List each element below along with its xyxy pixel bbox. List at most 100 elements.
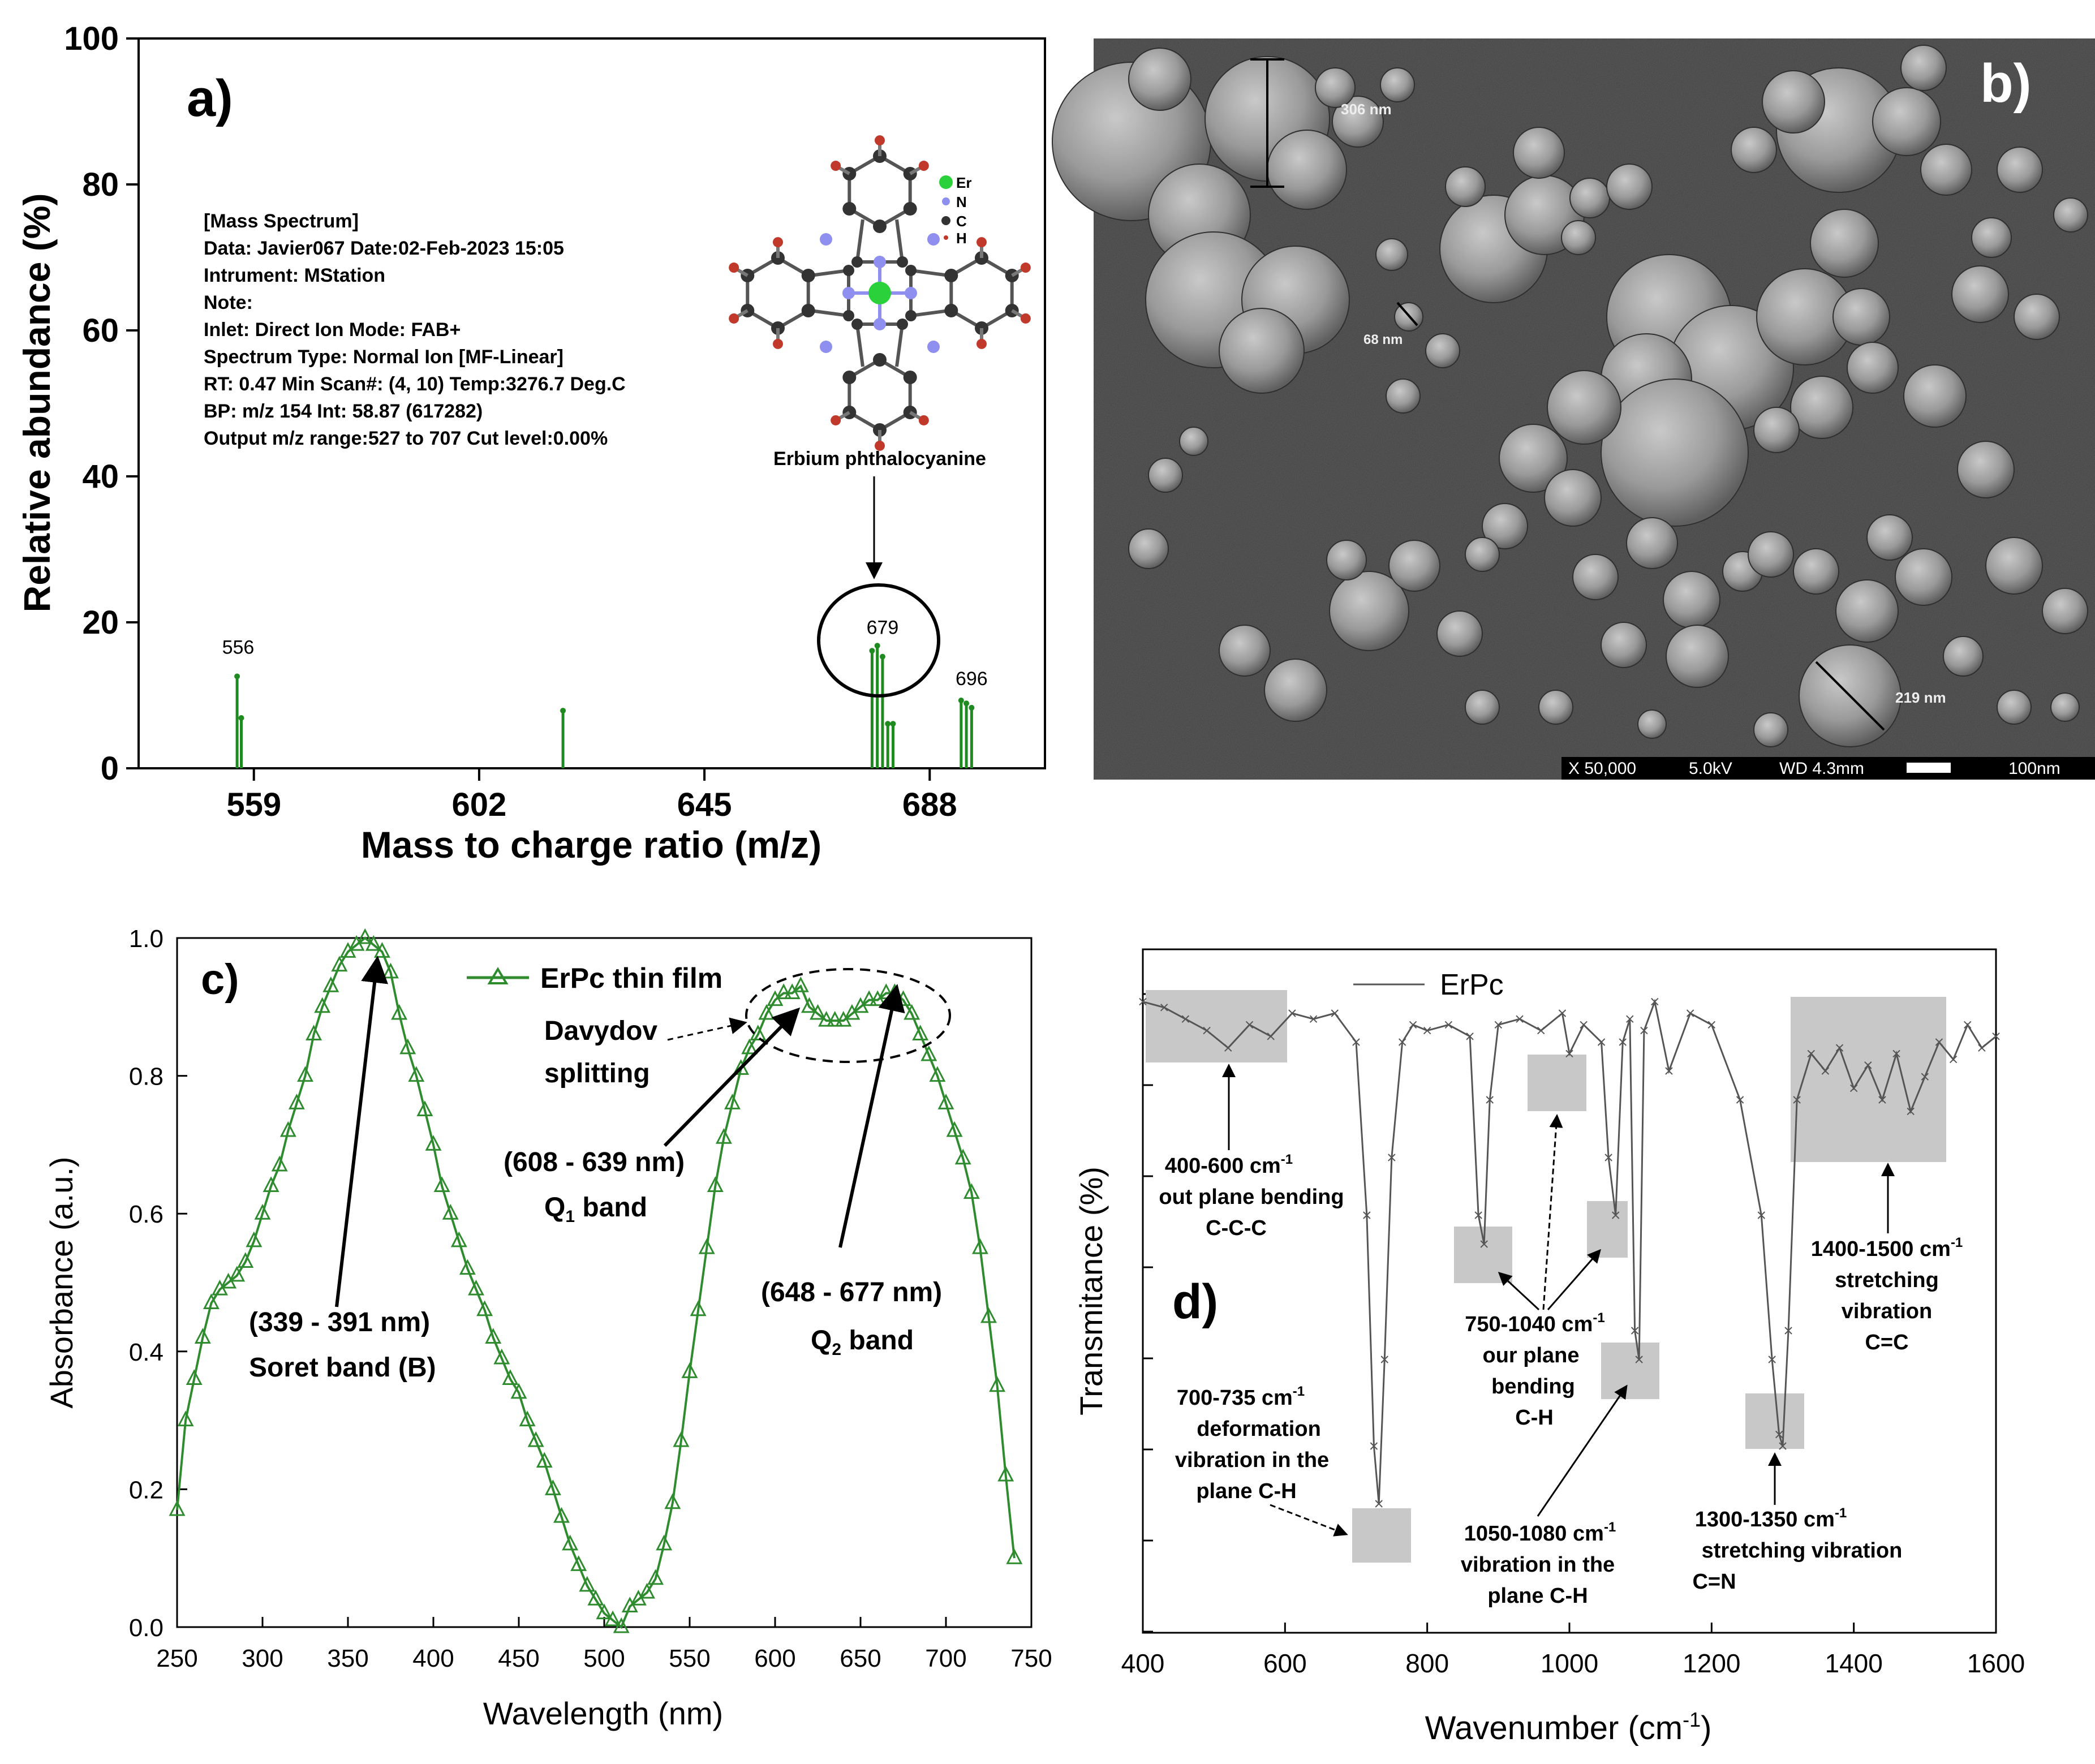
data-point — [527, 1431, 544, 1447]
annotation-davydov: Davydov — [544, 1016, 657, 1046]
data-point — [946, 1121, 963, 1137]
carbon-atom — [801, 269, 815, 282]
nanoparticle — [1626, 517, 1678, 569]
annotation-arrow — [1270, 1504, 1348, 1537]
hydrogen-atom — [976, 338, 987, 349]
band-highlights — [1146, 990, 1946, 1563]
annotation-750-1040: 750-1040 cm-1 our plane bending C-H — [1465, 1114, 1605, 1430]
nanoparticle — [1425, 333, 1460, 368]
data-point — [1565, 1049, 1573, 1058]
hydrogen-atom — [1020, 313, 1031, 324]
y-axis-title-c: Absorbance (a.u.) — [44, 1156, 79, 1408]
annotation-arrow — [1547, 1249, 1601, 1310]
data-point — [1466, 1032, 1474, 1040]
data-point — [1580, 1021, 1588, 1029]
data-point — [194, 1328, 211, 1344]
nanoparticle — [1895, 548, 1952, 606]
nanoparticle — [2042, 588, 2088, 634]
nanoparticle — [1920, 144, 1972, 196]
data-point — [1619, 1038, 1627, 1046]
nitrogen-atom — [874, 256, 886, 268]
data-point — [613, 1617, 630, 1633]
nanoparticles — [1052, 45, 2088, 747]
legend-label-er: Er — [956, 174, 971, 191]
annotation-line: plane C-H — [1196, 1479, 1296, 1503]
annotation-arrow — [1542, 1114, 1563, 1310]
data-point — [1380, 1356, 1388, 1363]
carbon-atom — [944, 269, 958, 282]
mass-peak-tip — [238, 715, 244, 721]
panel-label-c: c) — [201, 956, 239, 1004]
data-point — [818, 1010, 835, 1027]
data-point — [297, 1066, 313, 1082]
data-point — [1370, 1442, 1378, 1450]
x-tick-label-a: 602 — [452, 786, 507, 823]
annotation-q1-label: Q1 band — [544, 1193, 647, 1226]
data-point — [954, 1148, 971, 1165]
data-point — [229, 1266, 246, 1282]
data-point — [1707, 1021, 1716, 1029]
data-point — [1597, 1038, 1606, 1046]
data-point — [177, 1410, 194, 1427]
annotation-line: C=N — [1692, 1570, 1736, 1594]
nanoparticle — [1499, 424, 1568, 493]
data-point — [1992, 1032, 2000, 1040]
x-tick-label-d: 600 — [1263, 1649, 1307, 1678]
measurement-label: 219 nm — [1895, 689, 1946, 706]
sem-working-distance: WD 4.3mm — [1779, 759, 1864, 778]
panel-d-ftir: 400 600 800 1000 1200 1400 1600 ErPc d) Wavenu… — [1073, 948, 2025, 1746]
nanoparticle — [2053, 197, 2088, 233]
data-point — [1409, 1021, 1417, 1029]
annotation-1050-1080: 1050-1080 cm-1 vibration in the plane C-… — [1461, 1384, 1628, 1608]
data-point — [596, 1603, 613, 1620]
x-tick-label-c: 700 — [925, 1645, 966, 1672]
data-point — [1267, 1032, 1275, 1040]
carbon-atom — [905, 310, 917, 321]
nanoparticle — [1386, 378, 1421, 414]
nanoparticle — [1465, 537, 1500, 572]
annotation-line: vibration in the — [1175, 1448, 1329, 1472]
nanoparticle — [1561, 220, 1596, 255]
carbon-atom — [873, 353, 887, 367]
data-point — [1604, 1154, 1612, 1161]
data-point — [1611, 1211, 1620, 1219]
nitrogen-atom — [905, 287, 917, 299]
carbon-atom — [944, 304, 958, 317]
nanoparticle — [1544, 469, 1602, 527]
hydrogen-atom — [918, 161, 929, 171]
data-point — [997, 1465, 1014, 1482]
sem-voltage: 5.0kV — [1689, 759, 1732, 778]
highlight-box — [1601, 1343, 1659, 1399]
y-axis-a: 0 20 40 60 80 100 — [64, 20, 139, 787]
data-point — [656, 1534, 673, 1551]
annotation-q2-label: Q2 band — [811, 1326, 914, 1359]
y-tick-label-a: 60 — [82, 312, 119, 349]
mass-spectrum-info: [Mass Spectrum] Data: Javier067 Date:02-… — [204, 210, 626, 449]
x-tick-label-a: 559 — [226, 786, 281, 823]
x-tick-label-a: 688 — [902, 786, 957, 823]
annotation-q2-2: Q2 band — [811, 1326, 914, 1359]
data-point — [186, 1369, 203, 1386]
x-tick-label-d: 1000 — [1541, 1649, 1598, 1678]
legend-marker — [487, 967, 509, 984]
mass-peak-tip — [890, 721, 896, 727]
highlight-circle-679 — [817, 583, 940, 698]
x-tick-label-c: 300 — [242, 1645, 283, 1672]
y-tick-label-a: 0 — [101, 750, 119, 787]
data-point — [1631, 1327, 1639, 1335]
data-point — [1768, 1356, 1776, 1363]
mass-peak-tip — [963, 700, 970, 707]
legend-dot-h — [944, 235, 948, 240]
nanoparticle — [1847, 342, 1899, 394]
highlight-box — [1745, 1393, 1804, 1449]
nanoparticle — [1951, 265, 2009, 323]
nanoparticle — [1601, 378, 1749, 527]
annotation-line: C=C — [1865, 1331, 1908, 1354]
panel-label-a: a) — [187, 70, 233, 127]
sem-scale-label: 100nm — [2008, 759, 2060, 778]
nanoparticle — [1810, 209, 1879, 278]
legend-c: ErPc thin film — [467, 962, 722, 994]
mass-peak-tip — [869, 648, 875, 654]
annotation-1300-1350: 1300-1350 cm-1 stretching vibration C=N — [1692, 1452, 1902, 1594]
plot-frame-a — [137, 37, 1046, 769]
